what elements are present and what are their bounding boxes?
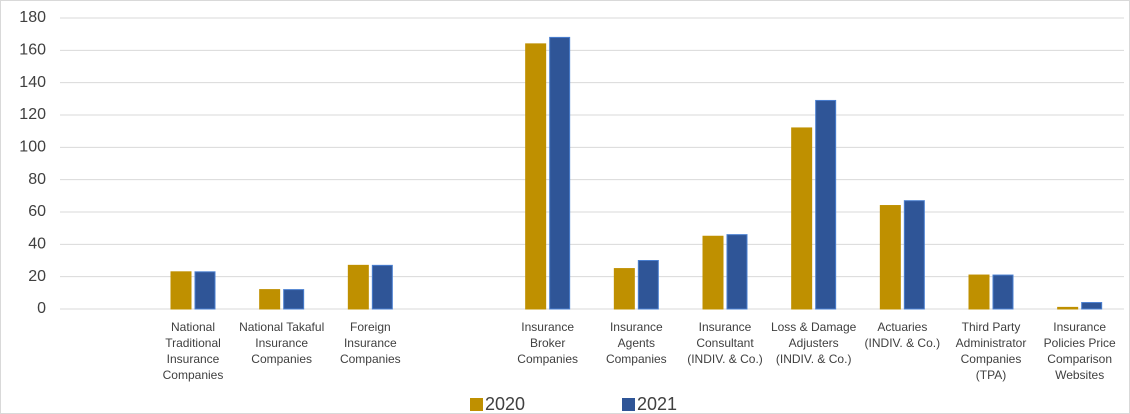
bar <box>613 268 635 310</box>
bar <box>903 200 925 310</box>
legend-label: 2021 <box>637 394 677 414</box>
bar <box>992 274 1014 310</box>
legend-swatch <box>470 398 483 411</box>
y-tick-label: 80 <box>28 171 46 188</box>
x-tick-label: Insurance Policies Price Comparison Webs… <box>1043 320 1116 382</box>
legend-label: 2020 <box>485 394 525 414</box>
y-tick-label: 0 <box>37 300 46 317</box>
y-tick-label: 20 <box>28 268 46 285</box>
bar <box>371 264 393 310</box>
x-tick-label: Insurance Consultant (INDIV. & Co.) <box>687 320 763 366</box>
bar <box>1081 302 1103 310</box>
x-tick-label: National Takaful Insurance Companies <box>239 320 325 366</box>
y-tick-label: 100 <box>19 139 46 156</box>
y-tick-label: 160 <box>19 42 46 59</box>
x-tick-label: Third Party Administrator Companies (TPA… <box>955 320 1027 382</box>
x-tick-label: Actuaries (INDIV. & Co.) <box>864 320 941 350</box>
bar <box>815 99 837 310</box>
y-tick-label: 40 <box>28 236 46 253</box>
bar <box>637 260 659 310</box>
bar <box>726 234 748 310</box>
x-tick-label: Insurance Broker Companies <box>517 320 578 366</box>
bar <box>347 264 369 310</box>
y-tick-label: 140 <box>19 74 46 91</box>
y-tick-label: 120 <box>19 106 46 123</box>
x-tick-label: National Traditional Insurance Companies <box>162 320 224 382</box>
x-tick-label: Foreign Insurance Companies <box>339 320 401 366</box>
y-tick-label: 60 <box>28 203 46 220</box>
bar <box>259 289 281 310</box>
bar <box>968 274 990 310</box>
bar <box>525 43 547 310</box>
bar <box>194 271 216 310</box>
bar <box>549 36 571 310</box>
x-tick-label: Insurance Agents Companies <box>605 320 667 366</box>
bar <box>1057 306 1079 310</box>
x-tick-label: Loss & Damage Adjusters (INDIV. & Co.) <box>770 320 857 366</box>
bar <box>283 289 305 310</box>
y-tick-label: 180 <box>19 9 46 26</box>
bar <box>702 235 724 310</box>
bar <box>170 271 192 310</box>
bar <box>791 127 813 310</box>
legend-swatch <box>622 398 635 411</box>
bar <box>879 205 901 310</box>
